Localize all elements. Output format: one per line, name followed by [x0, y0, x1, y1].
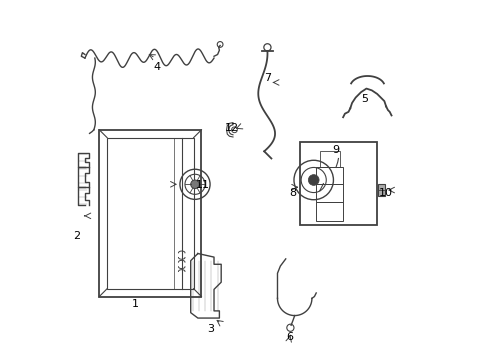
- Text: 6: 6: [285, 332, 292, 342]
- Text: 7: 7: [264, 73, 271, 83]
- Text: 2: 2: [73, 231, 80, 240]
- Bar: [316, 202, 343, 221]
- Text: 4: 4: [153, 62, 160, 72]
- Bar: [99, 130, 201, 297]
- Circle shape: [308, 175, 319, 185]
- Bar: [319, 151, 339, 167]
- Text: 9: 9: [332, 144, 339, 154]
- Text: 11: 11: [196, 180, 210, 190]
- Text: 1: 1: [131, 299, 138, 309]
- Text: 5: 5: [361, 94, 367, 104]
- Text: 8: 8: [289, 188, 296, 198]
- Text: 12: 12: [224, 123, 239, 133]
- Bar: [377, 184, 384, 197]
- Bar: [107, 138, 193, 289]
- Bar: [316, 167, 343, 184]
- Circle shape: [190, 180, 199, 189]
- Text: 3: 3: [206, 324, 213, 334]
- Bar: [300, 142, 376, 225]
- Bar: [316, 184, 343, 202]
- Text: 10: 10: [378, 188, 392, 198]
